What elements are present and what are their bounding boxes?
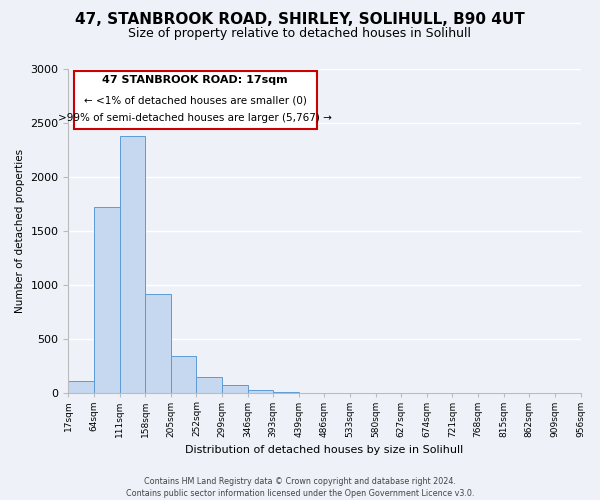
X-axis label: Distribution of detached houses by size in Solihull: Distribution of detached houses by size … bbox=[185, 445, 464, 455]
Text: ← <1% of detached houses are smaller (0): ← <1% of detached houses are smaller (0) bbox=[84, 95, 307, 105]
Text: Contains public sector information licensed under the Open Government Licence v3: Contains public sector information licen… bbox=[126, 488, 474, 498]
Bar bbox=[145, 294, 171, 394]
Bar bbox=[68, 381, 94, 394]
Bar bbox=[248, 390, 273, 394]
Bar bbox=[222, 385, 248, 394]
Text: Contains HM Land Registry data © Crown copyright and database right 2024.: Contains HM Land Registry data © Crown c… bbox=[144, 477, 456, 486]
Bar bbox=[273, 392, 299, 394]
Bar bbox=[94, 208, 119, 394]
Y-axis label: Number of detached properties: Number of detached properties bbox=[15, 149, 25, 313]
Text: Size of property relative to detached houses in Solihull: Size of property relative to detached ho… bbox=[128, 28, 472, 40]
Text: 47 STANBROOK ROAD: 17sqm: 47 STANBROOK ROAD: 17sqm bbox=[103, 76, 288, 86]
Bar bbox=[196, 377, 222, 394]
Text: 47, STANBROOK ROAD, SHIRLEY, SOLIHULL, B90 4UT: 47, STANBROOK ROAD, SHIRLEY, SOLIHULL, B… bbox=[75, 12, 525, 28]
Bar bbox=[299, 393, 325, 394]
Bar bbox=[171, 356, 196, 394]
Bar bbox=[119, 136, 145, 394]
Text: >99% of semi-detached houses are larger (5,767) →: >99% of semi-detached houses are larger … bbox=[58, 112, 332, 122]
